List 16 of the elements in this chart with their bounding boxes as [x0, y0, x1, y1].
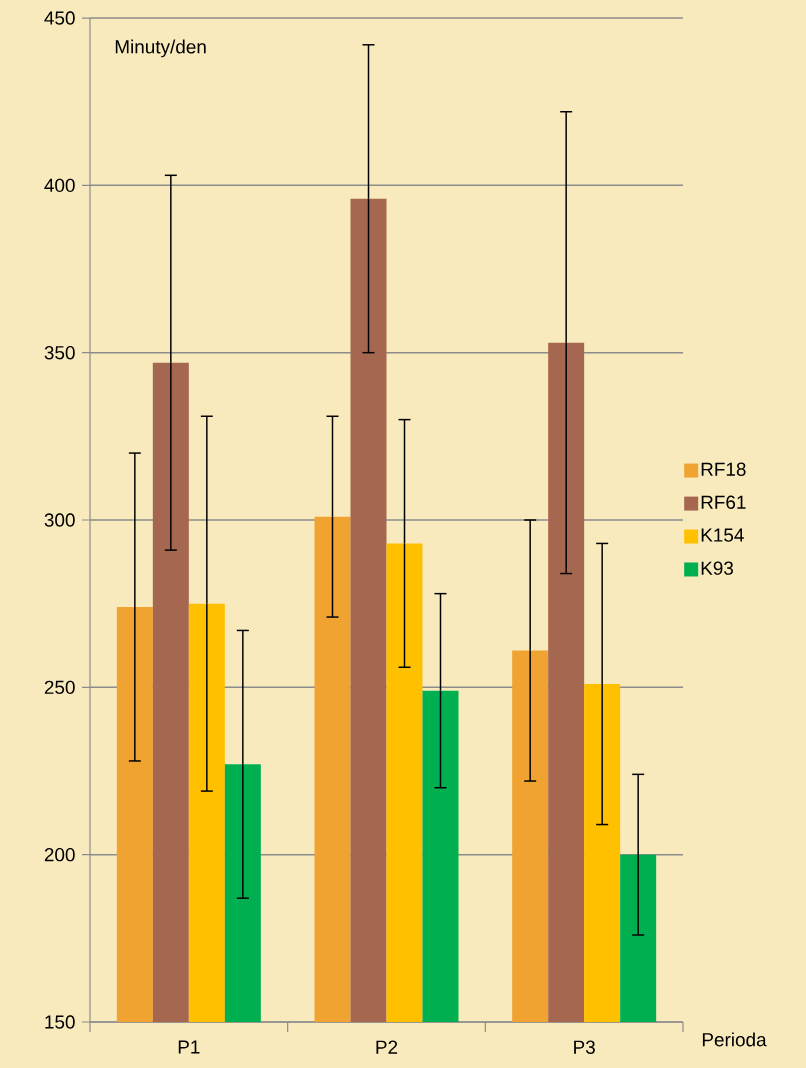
x-tick-label: P1 — [178, 1040, 200, 1054]
y-tick-label: 200 — [44, 847, 75, 862]
y-tick-label: 300 — [44, 513, 75, 527]
legend-label: K154 — [701, 528, 744, 542]
y-tick-label: 350 — [44, 345, 75, 360]
legend-label: RF18 — [701, 462, 746, 476]
y-tick-label: 450 — [44, 11, 75, 25]
legend-label: RF61 — [701, 495, 746, 509]
y-axis-title: Minuty/den — [115, 39, 206, 58]
y-tick-label: 250 — [44, 680, 75, 695]
legend-label: K93 — [701, 561, 734, 575]
x-tick-label: P3 — [574, 1040, 595, 1054]
x-axis-title: Perioda — [702, 1032, 767, 1047]
x-tick-label: P2 — [376, 1040, 398, 1054]
y-tick-label: 150 — [45, 1015, 75, 1029]
y-tick-label: 400 — [44, 178, 75, 193]
